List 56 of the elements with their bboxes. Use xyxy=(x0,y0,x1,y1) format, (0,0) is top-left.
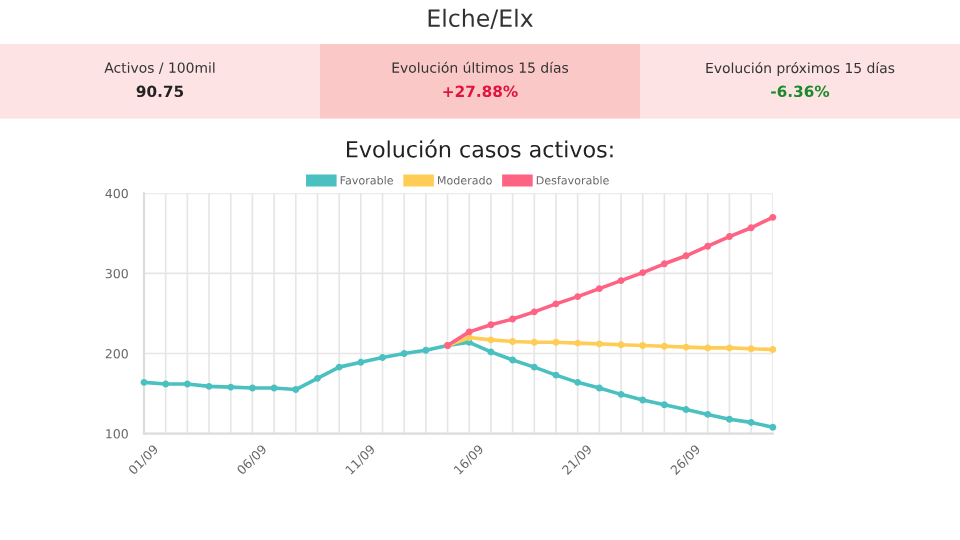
point xyxy=(140,378,148,386)
chart-title: Evolución casos activos: xyxy=(347,139,613,158)
point xyxy=(769,213,777,221)
point xyxy=(704,410,712,418)
point xyxy=(509,338,517,345)
point xyxy=(357,358,365,366)
point xyxy=(747,224,755,232)
point xyxy=(552,371,560,379)
point xyxy=(639,396,647,404)
point xyxy=(769,423,777,431)
point xyxy=(747,418,755,426)
point xyxy=(400,350,408,357)
point xyxy=(422,346,430,354)
point xyxy=(379,354,386,361)
point xyxy=(248,384,256,392)
point xyxy=(617,390,625,398)
point xyxy=(530,338,538,346)
point xyxy=(660,342,668,350)
point xyxy=(725,344,733,352)
point xyxy=(660,260,668,268)
point xyxy=(639,342,647,349)
point xyxy=(682,252,690,260)
point xyxy=(465,328,473,336)
point xyxy=(704,344,712,352)
point xyxy=(617,341,625,349)
point xyxy=(465,334,473,341)
point xyxy=(509,356,517,364)
point xyxy=(660,401,668,409)
point xyxy=(162,380,170,388)
point xyxy=(552,300,560,308)
point xyxy=(227,383,235,391)
point xyxy=(595,384,603,392)
text: Elche/Elx xyxy=(428,8,533,29)
point xyxy=(769,346,777,353)
point xyxy=(595,285,603,293)
point xyxy=(487,321,495,329)
point xyxy=(725,233,733,241)
point xyxy=(725,415,733,423)
point xyxy=(292,386,300,394)
point xyxy=(205,382,213,390)
point xyxy=(574,378,582,386)
point xyxy=(313,374,321,382)
point xyxy=(530,308,538,316)
point xyxy=(530,363,538,371)
point xyxy=(574,293,582,301)
point xyxy=(574,339,582,347)
point xyxy=(704,242,712,250)
point xyxy=(682,406,690,414)
point xyxy=(509,315,517,323)
point xyxy=(595,340,603,348)
point xyxy=(335,363,343,371)
point xyxy=(617,277,625,285)
point xyxy=(552,338,560,346)
point xyxy=(639,269,647,277)
point xyxy=(747,345,755,353)
point xyxy=(183,380,191,388)
